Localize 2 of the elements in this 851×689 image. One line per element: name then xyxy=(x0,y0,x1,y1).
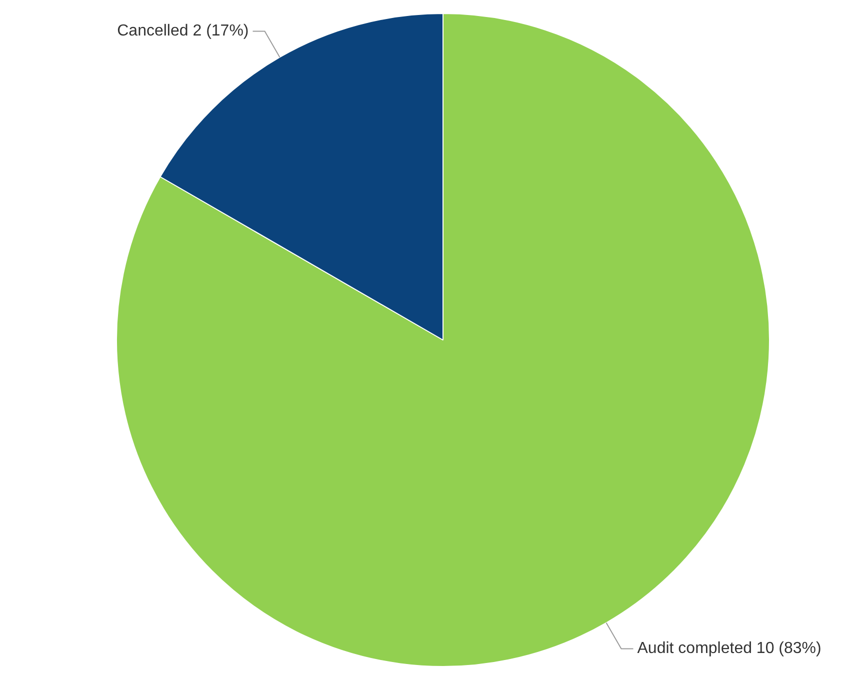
slice-label: Audit completed 10 (83%) xyxy=(637,640,822,658)
slice-label: Cancelled 2 (17%) xyxy=(117,22,249,40)
